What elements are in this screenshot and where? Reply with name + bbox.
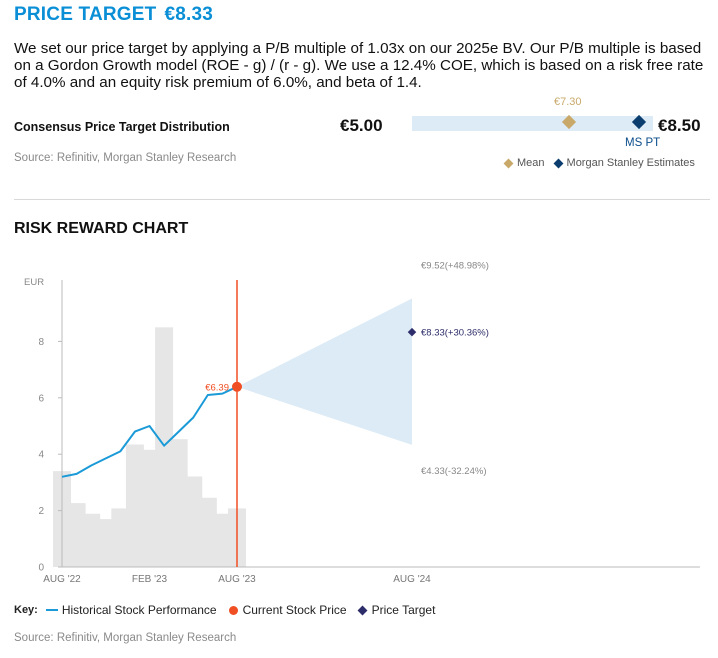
volume-bar (140, 449, 159, 567)
price-target-title: PRICE TARGET (14, 4, 157, 25)
ms-legend-icon (553, 158, 563, 168)
key-target-label: Price Target (371, 603, 436, 617)
current-price-dot-icon (228, 605, 238, 615)
mean-legend-icon (503, 158, 514, 168)
mean-legend-label: Mean (517, 157, 545, 169)
volume-bar (213, 513, 232, 567)
key-current-label: Current Stock Price (242, 603, 347, 617)
volume-bar (184, 476, 203, 567)
y-tick-label: 0 (38, 563, 44, 574)
x-tick-label: FEB '23 (132, 574, 168, 585)
ms-legend-label: Morgan Stanley Estimates (566, 157, 695, 169)
chart-key: Key: Historical Stock Performance Curren… (14, 602, 435, 618)
consensus-low-value: €5.00 (340, 116, 383, 135)
volume-bar (111, 508, 130, 567)
price-target-marker (407, 327, 417, 337)
volume-bar (82, 513, 101, 567)
current-price-label: €6.39 (205, 382, 229, 393)
ms-pt-label: MS PT (625, 137, 661, 149)
price-target-value: €8.33 (164, 4, 213, 25)
scenario-label: €9.52(+48.98%) (421, 261, 489, 272)
volume-bar (155, 327, 174, 567)
x-tick-label: AUG '24 (393, 574, 431, 585)
consensus-high-value: €8.50 (658, 116, 701, 135)
x-tick-label: AUG '23 (218, 574, 256, 585)
volume-bar (169, 439, 188, 567)
key-label: Key: (14, 604, 38, 616)
volume-bar (198, 497, 217, 567)
consensus-range-bar (412, 116, 653, 131)
current-price-marker (232, 381, 242, 392)
y-tick-label: 4 (38, 450, 44, 461)
price-target-heading: PRICE TARGET €8.33 (14, 4, 213, 26)
x-tick-label: AUG '22 (43, 574, 81, 585)
risk-reward-title: RISK REWARD CHART (14, 220, 189, 237)
y-tick-label: 6 (38, 393, 44, 404)
chart-source: Source: Refinitiv, Morgan Stanley Resear… (14, 632, 237, 644)
section-divider (14, 199, 710, 200)
scenario-label: €8.33(+30.36%) (421, 328, 489, 339)
volume-bar (96, 519, 115, 567)
historical-price-line (61, 385, 238, 478)
y-tick-label: 2 (38, 506, 44, 517)
key-historical-label: Historical Stock Performance (61, 603, 217, 617)
scenario-cone (237, 298, 412, 445)
consensus-source: Source: Refinitiv, Morgan Stanley Resear… (14, 152, 237, 164)
price-target-diamond-icon (357, 605, 368, 615)
volume-bar (125, 444, 144, 567)
valuation-methodology-text: We set our price target by applying a P/… (14, 40, 704, 91)
risk-reward-chart: EUR 0 2 4 6 8 AUG '22 FEB '23 AUG '23 AUG '24 €6.… (24, 261, 700, 585)
y-axis-label: EUR (24, 277, 44, 288)
consensus-distribution-label: Consensus Price Target Distribution (14, 120, 230, 134)
y-tick-label: 8 (38, 337, 44, 348)
historical-line-icon (45, 609, 58, 611)
volume-bar (67, 503, 86, 567)
consensus-legend: Mean Morgan Stanley Estimates (503, 157, 695, 169)
scenario-label: €4.33(-32.24%) (421, 466, 486, 477)
consensus-mean-label: €7.30 (554, 96, 582, 108)
